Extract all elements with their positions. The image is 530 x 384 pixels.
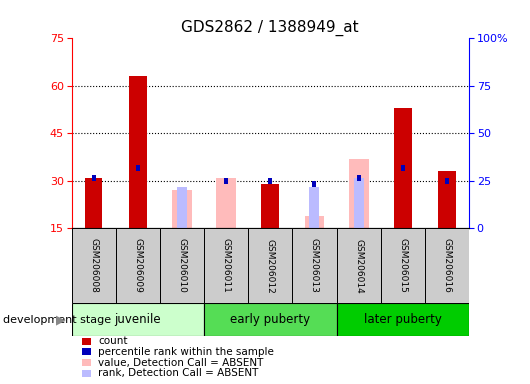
Text: count: count [98,336,128,346]
Text: juvenile: juvenile [114,313,161,326]
Bar [313,181,316,187]
Bar [293,228,337,303]
Bar [248,228,293,303]
Text: GSM206013: GSM206013 [310,238,319,293]
Text: GSM206011: GSM206011 [222,238,231,293]
Bar [172,190,192,228]
Bar [305,216,324,228]
Text: development stage: development stage [3,314,111,325]
Bar [72,303,204,336]
Bar [136,166,140,171]
Bar [401,166,405,171]
Bar [438,171,456,228]
Text: GSM206014: GSM206014 [354,238,363,293]
Text: GSM206016: GSM206016 [443,238,452,293]
Text: value, Detection Call = ABSENT: value, Detection Call = ABSENT [98,358,263,367]
Bar [204,228,248,303]
Bar [85,178,102,228]
Bar [129,76,147,228]
Bar [177,187,187,228]
Text: early puberty: early puberty [230,313,311,326]
Bar [357,175,360,180]
Text: GSM206015: GSM206015 [399,238,407,293]
Bar [349,159,368,228]
Text: percentile rank within the sample: percentile rank within the sample [98,347,274,357]
Bar [337,228,381,303]
Title: GDS2862 / 1388949_at: GDS2862 / 1388949_at [181,20,359,36]
Text: ▶: ▶ [56,313,66,326]
Bar [224,178,228,184]
Bar [216,178,236,228]
Text: rank, Detection Call = ABSENT: rank, Detection Call = ABSENT [98,368,259,378]
Bar [116,228,160,303]
Text: GSM206008: GSM206008 [89,238,98,293]
Bar [394,108,412,228]
Text: later puberty: later puberty [364,313,441,326]
Bar [261,184,279,228]
Bar [204,303,337,336]
Bar [310,187,320,228]
Bar [92,175,95,180]
Text: GSM206009: GSM206009 [134,238,142,293]
Bar [425,228,469,303]
Bar [268,178,272,184]
Bar [445,178,449,184]
Bar [160,228,204,303]
Bar [381,228,425,303]
Text: GSM206012: GSM206012 [266,238,275,293]
Text: GSM206010: GSM206010 [178,238,187,293]
Bar [354,178,364,228]
Bar [337,303,469,336]
Bar [72,228,116,303]
